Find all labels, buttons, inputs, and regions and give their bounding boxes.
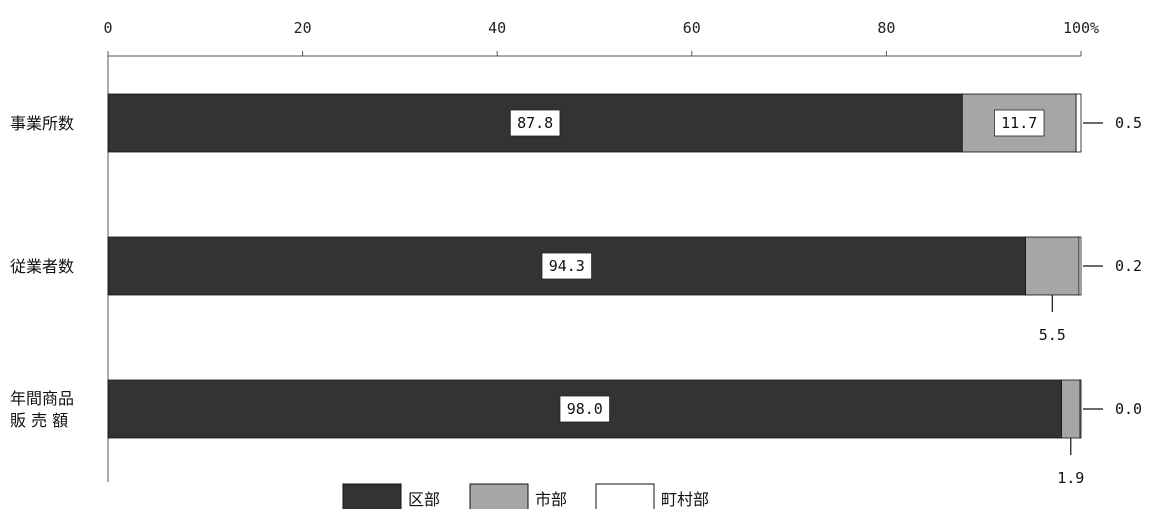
data-label: 0.5 (1115, 114, 1142, 132)
bar-segment (1078, 236, 1082, 296)
legend-swatch (469, 483, 529, 509)
x-tick-label: 40 (488, 19, 506, 37)
bar-segment (1075, 93, 1082, 153)
data-label: 0.2 (1115, 257, 1142, 275)
legend-label: 町村部 (661, 490, 709, 509)
bars-layer (107, 93, 1082, 439)
legend-swatch (595, 483, 655, 509)
axis-layer: 0 20 40 60 80 100% (103, 19, 1099, 482)
bar-segment (1025, 236, 1080, 296)
x-tick-label: 80 (877, 19, 895, 37)
data-label: 5.5 (1039, 326, 1066, 344)
bar-segment (1061, 379, 1081, 439)
category-label: 事業所数 (10, 114, 74, 133)
legend: 区部 市部 町村部 (342, 483, 709, 509)
category-label: 販 売 額 (10, 411, 68, 430)
x-tick-label: 0 (103, 19, 112, 37)
x-tick-label: 20 (294, 19, 312, 37)
data-label: 94.3 (549, 257, 585, 275)
data-label-box (541, 252, 592, 280)
x-tick-label: 100% (1063, 19, 1099, 37)
x-tick-label: 60 (683, 19, 701, 37)
category-label: 従業者数 (10, 257, 74, 276)
legend-swatch (342, 483, 402, 509)
data-label: 11.7 (1001, 114, 1037, 132)
data-label-box (509, 109, 561, 137)
legend-label: 市部 (535, 490, 567, 509)
category-label: 年間商品 (10, 389, 74, 408)
bar-segment (1079, 379, 1082, 439)
data-label: 1.9 (1057, 469, 1084, 487)
legend-label: 区部 (408, 490, 440, 509)
data-label: 0.0 (1115, 400, 1142, 418)
data-label: 87.8 (517, 114, 553, 132)
data-label-box (994, 109, 1045, 137)
data-label-box (559, 395, 610, 423)
data-label: 98.0 (567, 400, 603, 418)
